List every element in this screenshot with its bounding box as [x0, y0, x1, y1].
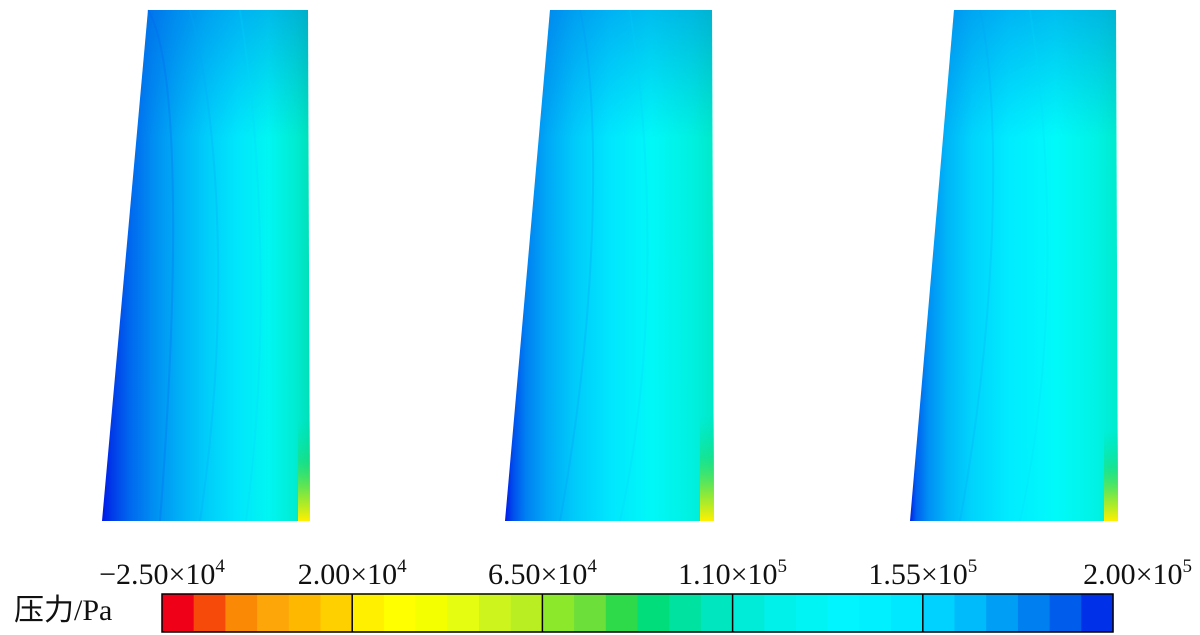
colorbar-swatch — [891, 594, 924, 632]
colorbar-swatch — [986, 594, 1019, 632]
colorbar-swatch — [288, 594, 322, 632]
colorbar-swatch — [954, 594, 987, 632]
colorbar-swatch — [764, 594, 797, 632]
colorbar-swatch — [542, 594, 575, 632]
colorbar-swatch — [605, 594, 639, 632]
colorbar-tick-label: 1.55×105 — [868, 556, 977, 591]
colorbar-swatch — [510, 594, 543, 632]
colorbar-swatch — [193, 594, 226, 632]
colorbar-outline — [161, 593, 1114, 633]
colorbar-swatch — [827, 594, 860, 632]
colorbar-tick-label: 1.10×105 — [678, 556, 787, 591]
colorbar-swatch — [225, 594, 258, 632]
colorbar: 压力/Pa −2.50×104 2.00×104 6.50×104 1.10×105 1… — [14, 556, 1192, 633]
colorbar-swatch — [637, 594, 670, 632]
colorbar-dividers — [351, 594, 924, 632]
colorbar-label: 压力/Pa — [14, 594, 112, 627]
colorbar-swatch — [415, 594, 448, 632]
colorbar-swatch — [447, 594, 480, 632]
colorbar-swatch — [922, 594, 956, 632]
colorbar-swatch — [1081, 594, 1114, 632]
colorbar-tick-label: 2.00×104 — [298, 556, 407, 591]
colorbar-swatch — [1049, 594, 1082, 632]
colorbar-swatch — [257, 594, 290, 632]
contour-panel-3 — [910, 9, 1118, 522]
colorbar-swatch — [700, 594, 734, 632]
colorbar-swatch — [669, 594, 702, 632]
colorbar-tick-label: −2.50×104 — [99, 556, 225, 591]
colorbar-swatch — [352, 594, 385, 632]
colorbar-tick-labels: −2.50×104 2.00×104 6.50×104 1.10×105 1.55×10… — [99, 556, 1192, 591]
colorbar-swatch — [574, 594, 607, 632]
colorbar-swatches — [161, 593, 1114, 633]
colorbar-swatch — [796, 594, 829, 632]
colorbar-swatch — [162, 594, 195, 632]
colorbar-swatch — [479, 594, 512, 632]
colorbar-swatch — [1017, 594, 1051, 632]
colorbar-swatch — [859, 594, 892, 632]
colorbar-swatch — [732, 594, 765, 632]
colorbar-swatch — [383, 594, 417, 632]
colorbar-tick-label: 2.00×105 — [1083, 556, 1192, 591]
contour-panel-2 — [505, 9, 714, 522]
colorbar-tick-label: 6.50×104 — [488, 556, 597, 591]
contour-panel-1 — [102, 9, 310, 522]
colorbar-swatch — [320, 594, 353, 632]
